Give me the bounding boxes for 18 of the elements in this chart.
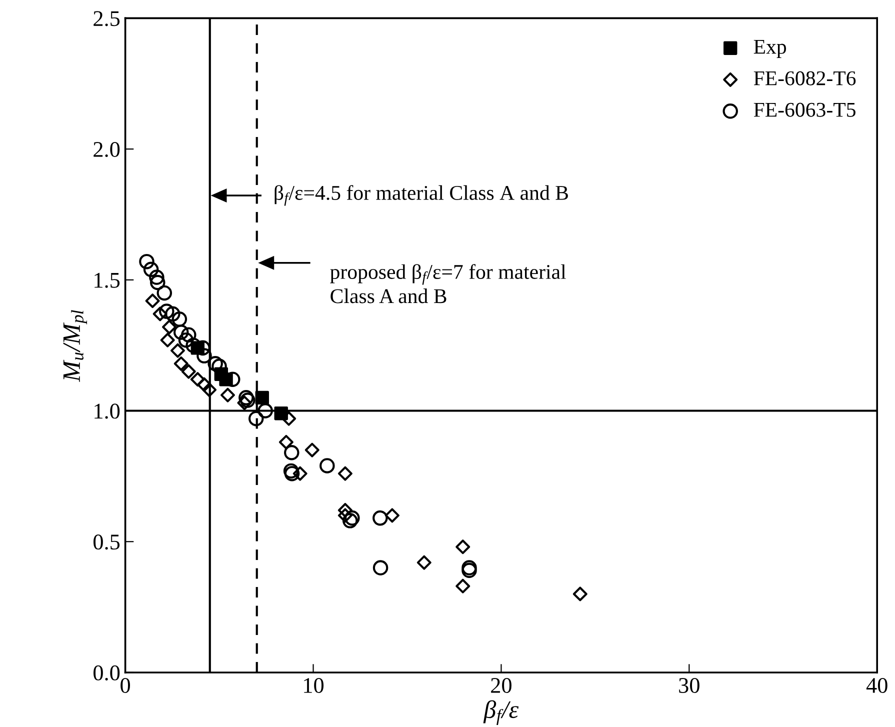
y-tick-label: 2.0 bbox=[94, 142, 120, 158]
y-tick-label: 1.5 bbox=[94, 272, 120, 288]
x-tick-label: 40 bbox=[866, 678, 888, 693]
legend-label: Exp bbox=[754, 40, 786, 58]
y-tick-label: 0.5 bbox=[94, 534, 120, 550]
legend-label: FE-6082-T6 bbox=[754, 71, 856, 86]
x-tick-label: 0 bbox=[120, 678, 130, 693]
y-tick-label: 2.5 bbox=[94, 11, 120, 26]
y-tick-label: 0.0 bbox=[94, 665, 120, 680]
x-axis-title: β$_{f}$/ε bbox=[483, 700, 519, 726]
x-tick-label: 30 bbox=[679, 678, 700, 693]
y-tick-label: 1.0 bbox=[94, 404, 120, 419]
x-tick-label: 20 bbox=[491, 678, 512, 693]
annotation: proposed β$_{f}$/ε=7 for material Class A and B bbox=[330, 264, 566, 304]
y-axis-title: M$_{u}$/M$_{pl}$ bbox=[63, 310, 88, 382]
annotation: β$_{f}$/ε=4.5 for material Class A and B bbox=[274, 185, 568, 206]
x-tick-label: 10 bbox=[304, 678, 324, 693]
legend-label: FE-6063-T5 bbox=[754, 102, 856, 117]
